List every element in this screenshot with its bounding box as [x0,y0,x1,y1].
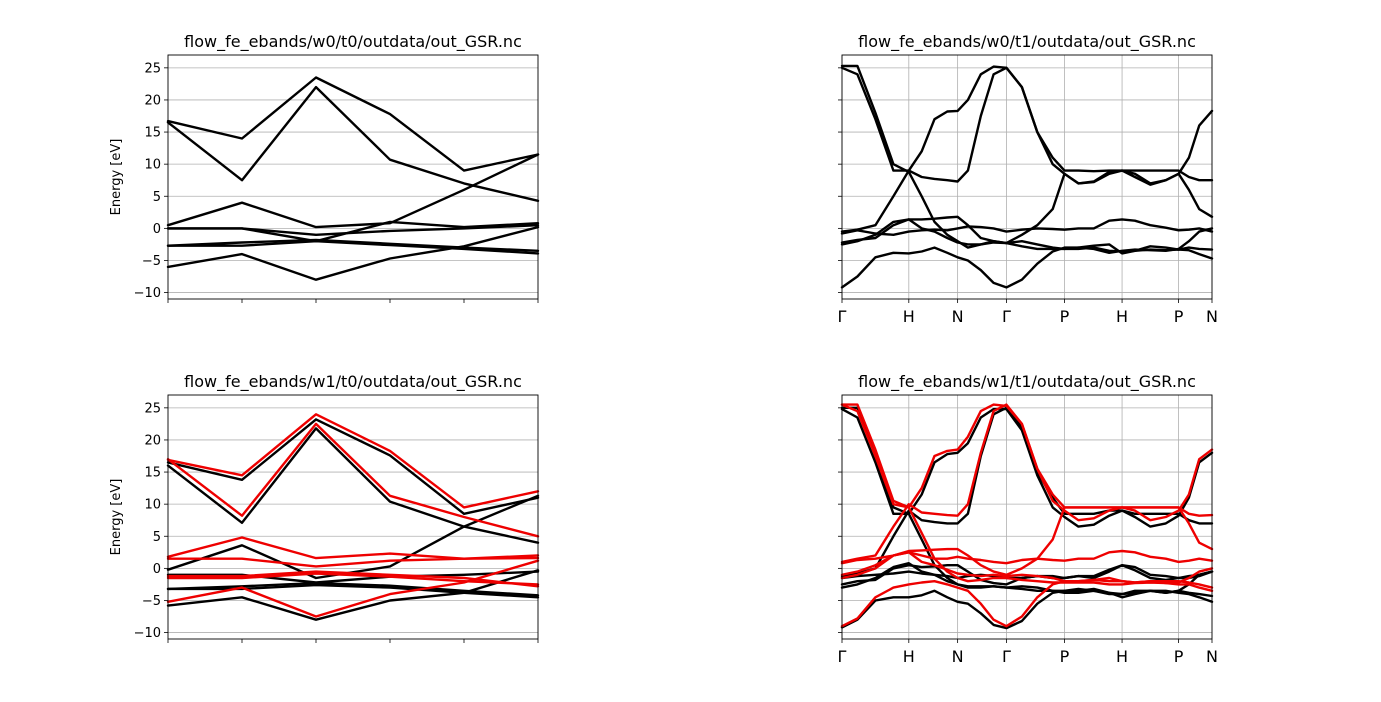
axes-frame [841,54,1213,300]
chart-title: flow_fe_ebands/w0/t1/outdata/out_GSR.nc [858,32,1196,52]
kpoint-label: Γ [1002,307,1011,326]
y-tick-label: −5 [142,254,161,269]
y-tick-label: 20 [144,433,161,448]
y-tick-label: 15 [144,126,161,141]
plot-panel-w1-t1: Γ H N Γ P H P Nflow_fe_ebands/w1/t1/outdata/out… [838,372,1218,666]
kpoint-label: Γ [838,307,847,326]
band-line [840,551,1214,589]
band-line [166,581,540,597]
kpoint-label: H [903,647,915,666]
y-tick-label: 5 [153,190,161,205]
chart-title: flow_fe_ebands/w0/t0/outdata/out_GSR.nc [184,32,522,52]
y-tick-label: 15 [144,466,161,481]
axes-frame [167,54,539,300]
band-line [166,153,540,229]
band-line [840,407,1214,528]
kpoint-label: Γ [838,647,847,666]
band-line [840,218,1214,237]
band-line [840,66,1214,233]
y-tick-label: 10 [144,158,161,173]
band-line [166,85,540,203]
band-line [840,65,1214,185]
plot-panel-w0-t1: Γ H N Γ P H P Nflow_fe_ebands/w0/t1/outdata/out… [838,32,1218,326]
y-axis-label: Energy [eV] [109,139,124,216]
band-line [840,549,1214,565]
kpoint-label: N [1206,307,1218,326]
band-line [166,225,540,281]
band-line [840,406,1214,578]
y-tick-label: 20 [144,93,161,108]
axes-frame [167,394,539,640]
axes-frame [841,394,1213,640]
band-line [166,413,540,509]
y-tick-label: 10 [144,498,161,513]
kpoint-label: N [952,647,964,666]
band-line [166,570,540,588]
y-axis-label: Energy [eV] [109,479,124,556]
y-tick-label: −5 [142,594,161,609]
plot-panel-w0-t0: −10 −5 0 5 10 15 20 25 flow_fe_ebands/w0/t0/outd… [109,32,540,303]
kpoint-label: N [952,307,964,326]
band-line [166,418,540,515]
band-line [840,564,1214,580]
y-tick-label: −10 [134,286,161,301]
band-line [840,243,1214,289]
band-line [166,76,540,172]
band-line [840,406,1214,596]
band-line [166,427,540,544]
band-line [166,570,540,584]
band-line [840,403,1214,586]
band-line [166,569,540,621]
kpoint-label: H [1116,307,1128,326]
y-tick-label: −10 [134,626,161,641]
band-line [166,422,540,538]
y-tick-label: 0 [153,562,161,577]
band-line [840,403,1214,564]
band-line [840,576,1214,628]
y-tick-label: 25 [144,401,161,416]
kpoint-label: Γ [1002,647,1011,666]
kpoint-label: P [1174,307,1184,326]
kpoint-label: P [1174,647,1184,666]
band-line [166,554,540,568]
band-line [166,572,540,586]
kpoint-label: P [1060,647,1070,666]
y-tick-label: 0 [153,222,161,237]
y-tick-label: 25 [144,61,161,76]
band-line [166,239,540,255]
band-line [840,403,1214,522]
kpoint-label: N [1206,647,1218,666]
y-tick-label: 5 [153,530,161,545]
kpoint-label: H [1116,647,1128,666]
plot-panel-w1-t0: −10 −5 0 5 10 15 20 25 flow_fe_ebands/w1/t0/outd… [109,372,540,643]
chart-title: flow_fe_ebands/w1/t1/outdata/out_GSR.nc [858,372,1196,392]
band-line [166,536,540,560]
band-line [166,238,540,253]
chart-title: flow_fe_ebands/w1/t0/outdata/out_GSR.nc [184,372,522,392]
band-line [840,64,1214,255]
kpoint-label: P [1060,307,1070,326]
band-line [166,220,540,243]
kpoint-label: H [903,307,915,326]
band-line [840,506,1214,576]
